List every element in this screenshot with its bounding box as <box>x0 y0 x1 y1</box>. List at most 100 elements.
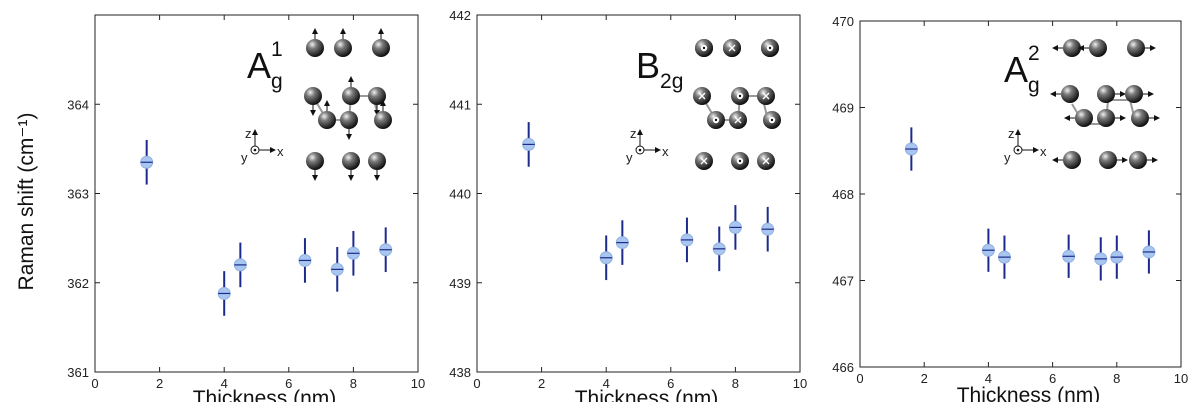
x-tick-label: 10 <box>411 376 425 391</box>
atom <box>342 152 360 170</box>
data-point <box>1110 235 1124 279</box>
mode-label: Ag2 <box>1004 42 1040 97</box>
y-dot-center <box>638 148 642 152</box>
data-point <box>522 122 536 167</box>
y-tick-label: 364 <box>67 97 89 112</box>
data-point <box>1142 230 1156 274</box>
y-tick-label: 439 <box>449 276 471 291</box>
z-axis-letter: z <box>245 126 252 141</box>
data-point <box>379 227 393 273</box>
y-tick-label: 440 <box>449 187 471 202</box>
y-tick-label: 468 <box>832 187 854 202</box>
x-tick-label: 2 <box>538 376 545 391</box>
data-point <box>1062 234 1076 278</box>
lattice-structure-icon <box>304 28 392 181</box>
atom-cross <box>700 157 708 165</box>
x-tick-label: 6 <box>285 376 292 391</box>
atom <box>1129 151 1147 169</box>
data-point <box>346 230 360 276</box>
data-point <box>615 220 629 265</box>
data-point <box>904 127 918 171</box>
data-point <box>997 235 1011 279</box>
z-axis-letter: z <box>1008 126 1015 141</box>
x-tick-label: 0 <box>91 376 98 391</box>
x-axis-label: Thickness (nm) <box>193 387 337 402</box>
x-tick-label: 8 <box>350 376 357 391</box>
x-tick-label: 6 <box>1049 371 1056 386</box>
y-tick-label: 470 <box>832 14 854 29</box>
x-tick-label: 10 <box>1174 371 1188 386</box>
atom <box>340 111 358 129</box>
x-tick-label: 4 <box>221 376 228 391</box>
atom-cross <box>762 92 770 100</box>
atom <box>1097 109 1115 127</box>
atom <box>318 111 336 129</box>
data-point <box>599 235 613 281</box>
x-axis-letter: x <box>277 144 284 159</box>
atom <box>1075 109 1093 127</box>
data-point <box>1094 237 1108 281</box>
data-point <box>728 205 742 250</box>
data-point <box>981 228 995 272</box>
atom <box>306 39 324 57</box>
x-axis-label: Thickness (nm) <box>575 387 719 402</box>
atom <box>342 87 360 105</box>
atom <box>1099 151 1117 169</box>
atom <box>368 152 386 170</box>
coordinate-axes-icon: zy x <box>626 126 669 165</box>
data-point <box>233 242 247 288</box>
atom <box>374 111 392 129</box>
data-point <box>761 206 775 252</box>
y-tick-label: 363 <box>67 187 89 202</box>
x-tick-label: 10 <box>793 376 807 391</box>
atom-dot-center <box>714 118 718 122</box>
mode-label: B2g <box>636 45 683 93</box>
panel-2: 0 2 4 6 8 10 438 439 440 441 442 Thickness (nm) B2g z… <box>449 8 807 402</box>
y-axis-letter: y <box>1004 150 1011 165</box>
x-tick-label: 4 <box>603 376 610 391</box>
x-tick-label: 0 <box>473 376 480 391</box>
atom <box>368 87 386 105</box>
x-axis-label: Thickness (nm) <box>957 384 1101 402</box>
lattice-structure-icon <box>693 39 781 170</box>
atom-dot-center <box>738 159 742 163</box>
y-tick-label: 442 <box>449 8 471 23</box>
data-point <box>330 247 344 292</box>
x-tick-label: 4 <box>985 371 992 386</box>
x-tick-label: 8 <box>1113 371 1120 386</box>
y-tick-label: 441 <box>449 97 471 112</box>
data-point <box>298 238 312 283</box>
atom-cross <box>728 44 736 52</box>
atom <box>1063 39 1081 57</box>
lattice-structure-icon <box>1050 39 1160 169</box>
atom-cross <box>734 116 742 124</box>
y-axis-letter: y <box>241 150 248 165</box>
coordinate-axes-icon: zy x <box>1004 126 1047 165</box>
data-point <box>680 217 694 263</box>
atom <box>334 39 352 57</box>
x-tick-label: 2 <box>921 371 928 386</box>
atom <box>1125 85 1143 103</box>
x-tick-label: 0 <box>856 371 863 386</box>
y-tick-label: 466 <box>832 360 854 375</box>
atom-cross <box>698 92 706 100</box>
atom <box>372 39 390 57</box>
atom-dot-center <box>770 118 774 122</box>
atom <box>1097 85 1115 103</box>
y-tick-label: 469 <box>832 101 854 116</box>
y-axis-label: Raman shift (cm⁻¹) <box>15 113 38 291</box>
y-tick-label: 362 <box>67 276 89 291</box>
z-axis-letter: z <box>630 126 637 141</box>
atom <box>1127 39 1145 57</box>
atom <box>1089 39 1107 57</box>
y-tick-label: 361 <box>67 365 89 380</box>
data-point <box>140 139 154 185</box>
y-dot-center <box>253 148 257 152</box>
atom <box>306 152 324 170</box>
x-tick-label: 8 <box>732 376 739 391</box>
x-axis-letter: x <box>662 144 669 159</box>
atom-dot-center <box>702 46 706 50</box>
atom <box>1061 85 1079 103</box>
atom-dot-center <box>738 94 742 98</box>
